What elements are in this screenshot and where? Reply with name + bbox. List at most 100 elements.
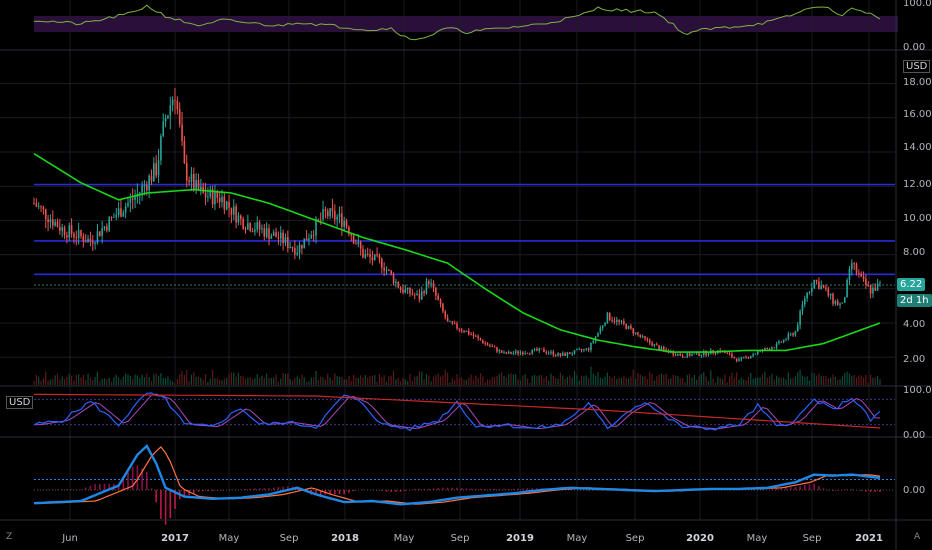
volume-bar — [470, 374, 472, 385]
candle-body — [388, 269, 390, 271]
stoch-currency-label[interactable]: USD — [6, 396, 34, 409]
volume-bar — [785, 379, 787, 385]
volume-bar — [268, 377, 270, 385]
volume-bar — [773, 379, 775, 385]
macd-histogram-bar — [249, 488, 251, 490]
volume-bar — [331, 380, 334, 385]
macd-histogram-bar — [390, 490, 392, 492]
candle-body — [616, 319, 618, 322]
price-axis-tick: 16.00 — [903, 109, 932, 120]
candle-body — [204, 192, 207, 198]
volume-bar — [226, 377, 228, 385]
macd-histogram-bar — [277, 487, 280, 490]
macd-line[interactable] — [33, 444, 881, 506]
settings-corner-left[interactable]: Z — [6, 532, 13, 542]
volume-bar — [606, 372, 608, 385]
macd-histogram-bar — [56, 489, 59, 490]
candle-body — [808, 291, 811, 293]
stoch-k-line[interactable] — [33, 392, 881, 432]
volume-bar — [482, 376, 484, 385]
candle-body — [592, 340, 595, 343]
candle-body — [583, 349, 585, 351]
volume-bar — [717, 376, 719, 385]
volume-bar — [400, 381, 402, 385]
macd-histogram-bar — [348, 490, 350, 493]
candle-body — [108, 217, 110, 231]
volume-bar — [92, 379, 94, 385]
candle-body — [846, 279, 848, 298]
candle-body — [442, 303, 444, 312]
price-axis-tick: 10.00 — [903, 213, 932, 224]
volume-bar — [444, 369, 446, 385]
candle-body — [96, 231, 99, 243]
stoch-trend-line[interactable] — [34, 393, 881, 429]
volume-bar — [714, 382, 717, 385]
macd-histogram-bar — [799, 486, 801, 490]
candle-body — [265, 228, 268, 237]
volume-bar — [75, 374, 77, 385]
candle-body — [352, 235, 355, 244]
candle-body — [42, 207, 45, 210]
volume-bar — [376, 381, 378, 385]
volume-bar — [874, 377, 876, 385]
volume-bar — [256, 374, 258, 385]
volume-bar — [439, 376, 442, 385]
candle-body — [827, 288, 830, 296]
volume-bar — [811, 372, 813, 385]
stochastic-pane[interactable] — [33, 392, 895, 432]
volume-bar — [454, 380, 456, 385]
volume-bar — [616, 379, 618, 385]
volume-bar — [463, 379, 465, 385]
candle-body — [811, 288, 813, 292]
volume-bar — [602, 378, 604, 385]
candle-body — [526, 353, 529, 354]
candle-body — [294, 248, 296, 255]
price-pane[interactable] — [33, 87, 881, 385]
candle-body — [59, 226, 61, 231]
stoch-axis-tick: 100.00 — [903, 385, 932, 396]
candle-body — [178, 109, 181, 125]
volume-bar — [468, 377, 470, 385]
volume-bar — [315, 371, 317, 385]
volume-bar — [435, 375, 437, 385]
rsi-pane[interactable] — [33, 4, 881, 41]
volume-bar — [273, 377, 275, 385]
candle-body — [507, 351, 510, 354]
candle-body — [688, 353, 691, 356]
macd-pane[interactable] — [33, 444, 895, 525]
macd-histogram-bar — [851, 489, 853, 490]
macd-histogram-bar — [583, 490, 585, 491]
macd-histogram-bar — [37, 489, 40, 491]
macd-histogram-bar — [587, 490, 590, 491]
macd-histogram-bar — [498, 488, 501, 490]
sma-line[interactable] — [33, 153, 881, 353]
candle-body — [623, 321, 625, 324]
candle-body — [73, 233, 75, 238]
volume-bar — [653, 380, 655, 385]
volume-bar — [251, 379, 254, 385]
candle-body — [56, 221, 59, 227]
volume-bar — [228, 373, 230, 385]
rsi-line[interactable] — [33, 4, 881, 41]
price-currency-label[interactable]: USD — [903, 60, 931, 73]
macd-histogram-bar — [94, 484, 96, 490]
volume-bar — [56, 373, 59, 385]
volume-bar — [578, 380, 580, 385]
candle-body — [437, 295, 439, 300]
candle-body — [423, 291, 425, 294]
candle-body — [611, 319, 613, 321]
macd-axis-tick: 0.00 — [903, 485, 925, 496]
macd-histogram-bar — [174, 490, 176, 509]
volume-bar — [841, 376, 843, 385]
volume-bar — [503, 375, 505, 385]
settings-corner-right[interactable]: A — [914, 532, 921, 542]
candle-body — [44, 209, 47, 220]
volume-bar — [646, 379, 648, 385]
candle-body — [193, 174, 195, 191]
volume-bar — [611, 378, 613, 385]
macd-histogram-bar — [202, 490, 204, 492]
price-axis-tick: 14.00 — [903, 142, 932, 153]
candle-body — [134, 196, 136, 200]
